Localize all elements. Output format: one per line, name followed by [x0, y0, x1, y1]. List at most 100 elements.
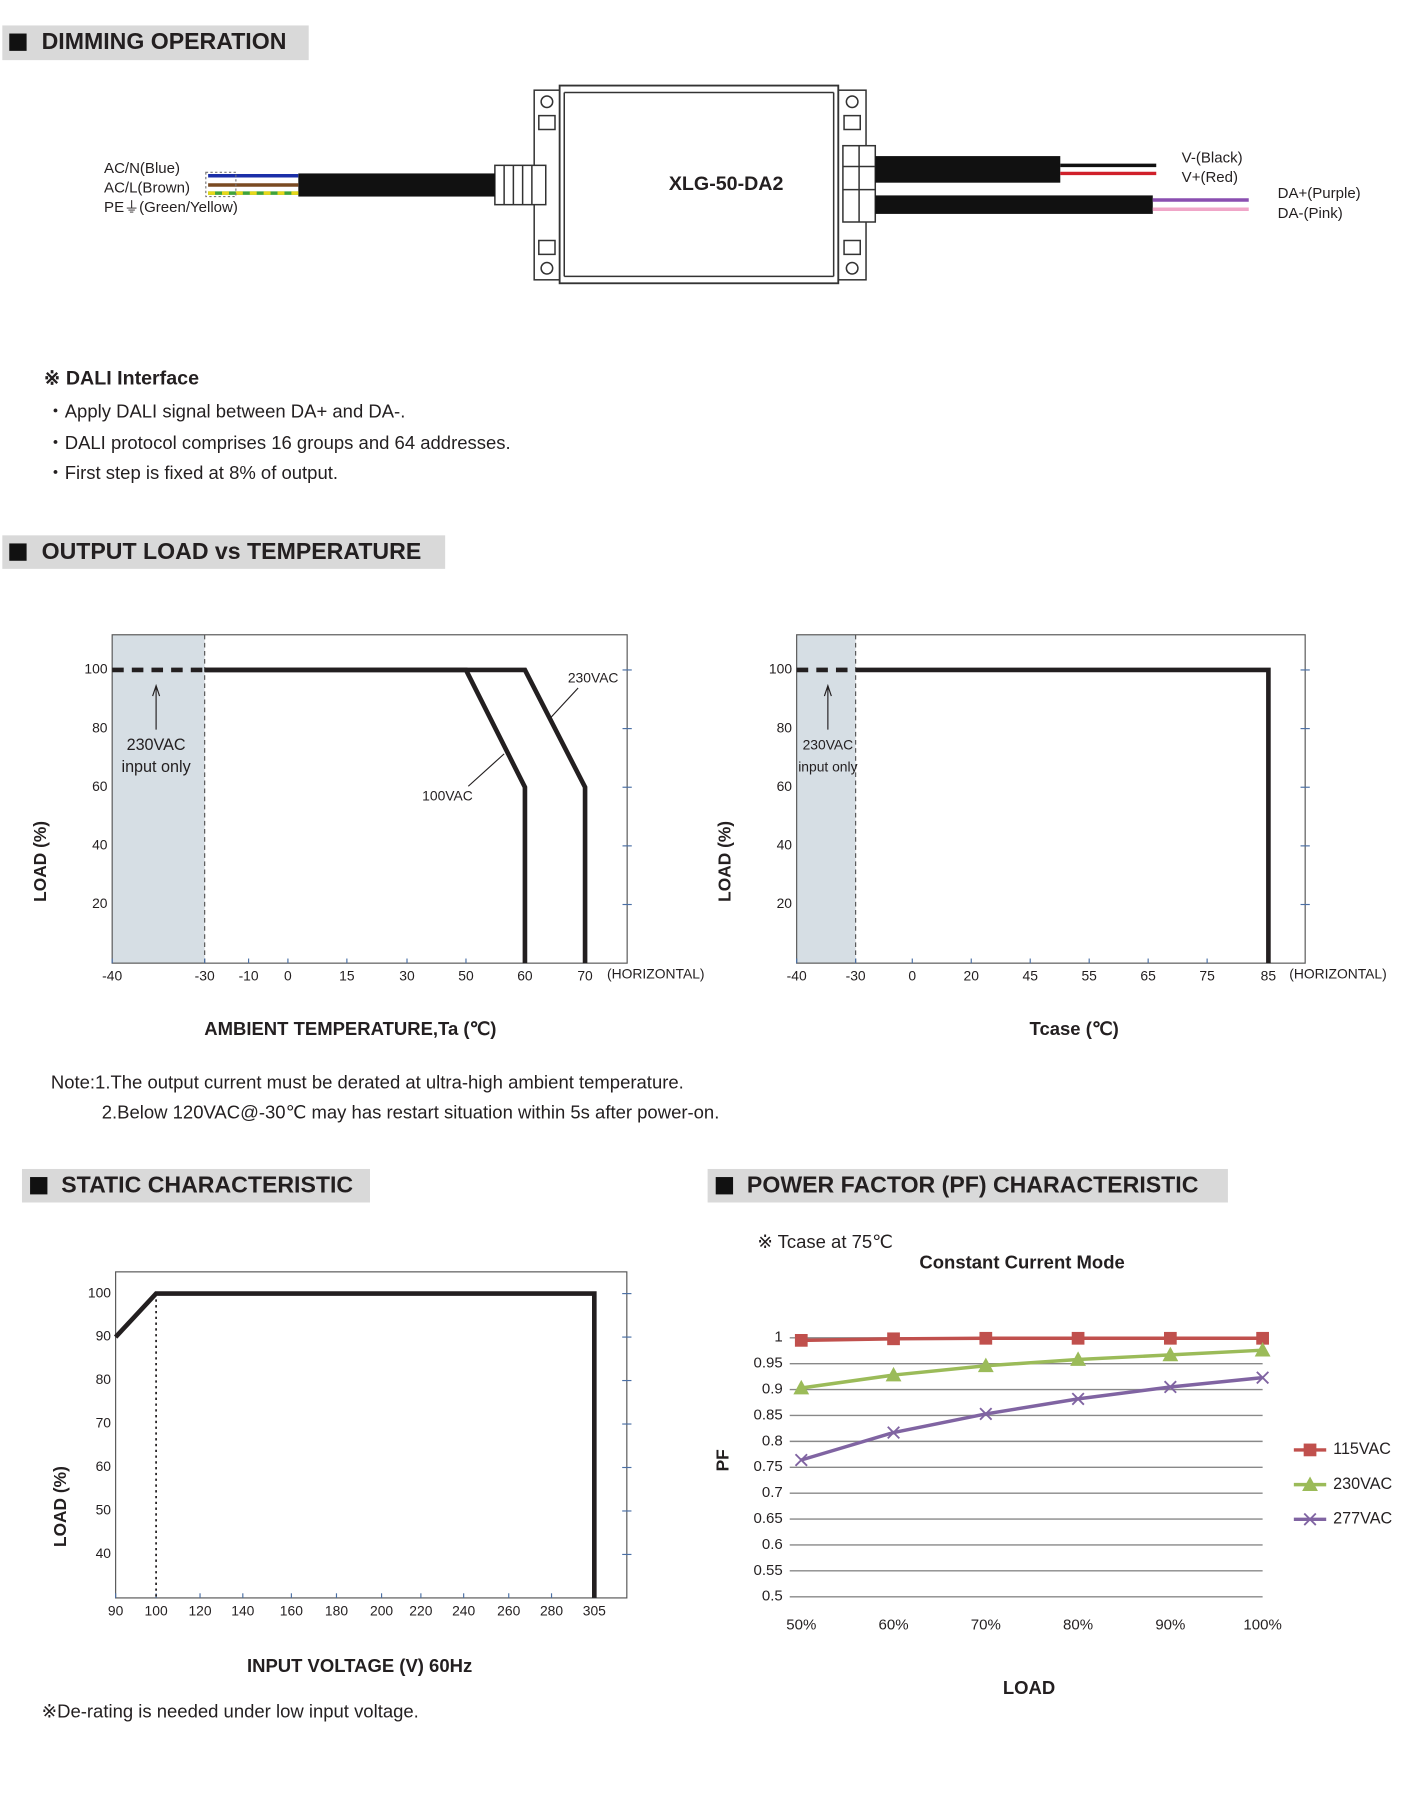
plot-frame [796, 634, 1306, 964]
data-point [979, 1407, 993, 1421]
data-point [885, 1366, 902, 1382]
x-tick-label: 140 [231, 1602, 254, 1618]
x-axis-label: AMBIENT TEMPERATURE,Ta (℃) [204, 1018, 496, 1039]
wire-label: V+(Red) [1182, 169, 1238, 186]
dali-item: ・Apply DALI signal between DA+ and DA-. [46, 401, 405, 422]
x-tick-label: -10 [239, 968, 259, 984]
x-tick-label: 75 [1199, 968, 1215, 984]
x-tick-label: 90% [1155, 1617, 1185, 1634]
data-point [1162, 1346, 1179, 1362]
y-axis-label: LOAD (%) [715, 821, 735, 902]
data-point [1163, 1380, 1177, 1394]
series-line [801, 1336, 1263, 1343]
x-tick-label: -30 [846, 968, 866, 984]
data-point [1071, 1331, 1085, 1345]
x-tick-label: 0 [284, 968, 292, 984]
x-tick-label: 50% [786, 1617, 816, 1634]
y-axis-label: LOAD (%) [30, 821, 50, 902]
header-box [2, 25, 309, 61]
x-tick-label: 120 [188, 1602, 211, 1618]
wire-label: V-(Black) [1182, 149, 1243, 166]
x-tick-label: 220 [409, 1602, 432, 1618]
legend-label: 230VAC [1333, 1475, 1392, 1493]
x-tick-label: 160 [280, 1602, 303, 1618]
plot-frame [115, 1271, 628, 1599]
x-tick-label: 240 [452, 1602, 475, 1618]
chart-subtitle: ※ Tcase at 75℃ [757, 1231, 893, 1252]
x-tick-label: 180 [325, 1602, 348, 1618]
data-point [887, 1426, 900, 1439]
y-tick-label: 0.8 [762, 1432, 783, 1449]
x-axis-label: Tcase (℃) [1030, 1018, 1119, 1039]
y-tick-label: 20 [777, 895, 793, 911]
y-tick-label: 0.85 [754, 1406, 783, 1423]
header-box [21, 1168, 371, 1203]
shaded-region [112, 634, 205, 964]
legend-marker [1303, 1512, 1317, 1526]
wire-label: DA-(Pink) [1278, 205, 1343, 222]
x-axis-note: (HORIZONTAL) [1289, 965, 1387, 981]
series-line [113, 1291, 597, 1598]
dali-item: ・First step is fixed at 8% of output. [46, 462, 338, 483]
y-tick-label: 40 [92, 837, 108, 853]
x-tick-label: -40 [102, 968, 122, 984]
x-tick-label: 65 [1140, 968, 1156, 984]
header-box [707, 1168, 1228, 1203]
data-point [979, 1331, 993, 1345]
wire-label: DA+(Purple) [1278, 185, 1361, 202]
x-tick-label: 305 [583, 1602, 606, 1618]
model-name: XLG-50-DA2 [669, 173, 784, 195]
series-line [204, 667, 588, 964]
data-point [977, 1357, 994, 1373]
y-tick-label: 0.9 [762, 1381, 783, 1398]
y-tick-label: 50 [96, 1502, 112, 1518]
section-title: STATIC CHARACTERISTIC [61, 1171, 353, 1197]
x-tick-label: 55 [1081, 968, 1097, 984]
y-tick-label: 1 [774, 1329, 782, 1346]
y-tick-label: 20 [92, 895, 108, 911]
x-axis-label: LOAD [1003, 1677, 1055, 1698]
chart-title: Constant Current Mode [919, 1252, 1124, 1273]
y-tick-label: 0.7 [762, 1484, 783, 1501]
x-tick-label: 30 [399, 968, 415, 984]
note: ※De-rating is needed under low input vol… [42, 1700, 419, 1721]
x-tick-label: 85 [1261, 968, 1277, 984]
legend-marker [1302, 1476, 1318, 1491]
series-label: 230VAC [568, 669, 619, 685]
y-tick-label: 0.6 [762, 1536, 783, 1553]
dali-heading: ※ DALI Interface [44, 367, 199, 389]
y-tick-label: 0.55 [754, 1562, 783, 1579]
series-line [204, 667, 528, 964]
x-tick-label: 50 [458, 968, 474, 984]
y-tick-label: 90 [96, 1328, 112, 1344]
annotation-arrow [549, 687, 579, 719]
series-line [801, 1348, 1263, 1390]
x-tick-label: 20 [964, 968, 980, 984]
legend-label: 115VAC [1333, 1440, 1391, 1458]
x-tick-label: 70% [971, 1617, 1001, 1634]
annotation-arrow [823, 683, 832, 730]
data-point [794, 1334, 808, 1347]
data-point [1254, 1342, 1271, 1357]
data-point [794, 1453, 808, 1467]
shade-label: input only [121, 758, 191, 776]
plot-frame [111, 634, 628, 964]
y-axis-label: LOAD (%) [50, 1466, 70, 1547]
x-axis-note: (HORIZONTAL) [607, 965, 705, 981]
y-tick-label: 70 [96, 1415, 112, 1431]
y-axis-label: PF [712, 1449, 732, 1471]
series-label: 100VAC [422, 787, 473, 803]
shade-label: input only [798, 758, 857, 774]
y-tick-label: 0.95 [754, 1355, 783, 1372]
x-tick-label: -30 [195, 968, 215, 984]
y-tick-label: 0.75 [754, 1458, 783, 1475]
data-point [887, 1332, 900, 1346]
legend-label: 277VAC [1333, 1510, 1392, 1528]
x-tick-label: 200 [370, 1602, 393, 1618]
x-tick-label: 0 [908, 968, 916, 984]
wire-label: AC/L(Brown) [104, 179, 190, 196]
x-tick-label: 45 [1023, 968, 1039, 984]
y-tick-label: 100 [769, 661, 792, 677]
y-tick-label: 0.65 [754, 1510, 783, 1527]
